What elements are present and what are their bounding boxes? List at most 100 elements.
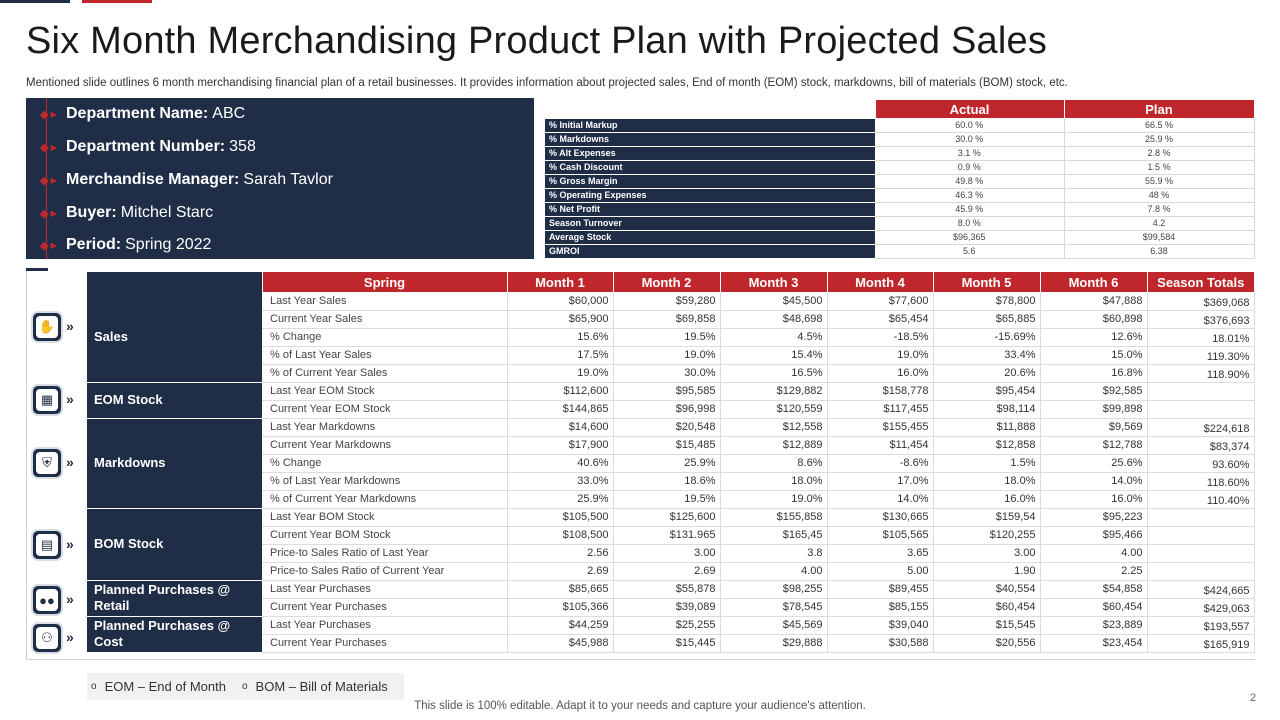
table-row: Current Year Purchases $45,988 $15,445 $29,… — [87, 634, 1255, 653]
month-value-cell: $95,454 — [933, 382, 1041, 401]
info-buyer: ◆► Buyer: Mitchel Starc — [40, 202, 213, 224]
coins-icon: ●● — [36, 589, 58, 611]
season-total-cell: 118.90% — [1147, 364, 1255, 383]
arrow-icon: ◆► — [40, 108, 60, 121]
ratio-label: % Cash Discount — [545, 160, 875, 175]
top-accent-bar-red — [82, 0, 152, 3]
month-value-cell: -18.5% — [827, 328, 934, 347]
ratio-row: % Gross Margin 49.8 % 55.9 % — [545, 174, 1255, 189]
ratio-label: % Markdowns — [545, 132, 875, 147]
table-row: % Change 40.6% 25.9% 8.6% -8.6% 1.5% 25.6% 93.6… — [87, 454, 1255, 473]
month-value-cell: 14.0% — [827, 490, 934, 509]
ratio-actual-value: 5.6 — [875, 244, 1065, 259]
month-value-cell: 30.0% — [613, 364, 721, 383]
ratio-header-actual: Actual — [874, 99, 1065, 119]
ratio-row: Average Stock $96,365 $99,584 — [545, 230, 1255, 245]
ratio-actual-value: 46.3 % — [875, 188, 1065, 203]
chevron-icon: » — [66, 454, 74, 470]
month-value-cell: 4.5% — [720, 328, 828, 347]
month-value-cell: 5.00 — [827, 562, 934, 581]
month-value-cell: 33.4% — [933, 346, 1041, 365]
row-label: Last Year Markdowns — [262, 418, 508, 437]
main-table-frame — [26, 270, 1255, 660]
purchases-retail-icon: ●● — [31, 584, 63, 616]
month-value-cell: 16.8% — [1040, 364, 1148, 383]
month-value-cell: 15.6% — [507, 328, 614, 347]
row-label: % of Last Year Sales — [262, 346, 508, 365]
info-merchandise-manager: ◆► Merchandise Manager: Sarah Tavlor — [40, 169, 333, 191]
table-row: EOM Stock Last Year EOM Stock $112,600 $95,… — [87, 382, 1255, 419]
month-value-cell: $12,788 — [1040, 436, 1148, 455]
ratio-row: Season Turnover 8.0 % 4.2 — [545, 216, 1255, 231]
ratio-plan-value: 55.9 % — [1064, 174, 1255, 189]
month-value-cell: $59,280 — [613, 292, 721, 311]
row-label: Price-to Sales Ratio of Current Year — [262, 562, 508, 581]
ratio-plan-value: 7.8 % — [1064, 202, 1255, 217]
ratio-label: Season Turnover — [545, 216, 875, 231]
ratio-plan-value: 6.38 — [1064, 244, 1255, 259]
ratio-label: Average Stock — [545, 230, 875, 245]
month-value-cell: $69,858 — [613, 310, 721, 329]
group-label: Planned Purchases @ Cost — [87, 616, 262, 653]
month-value-cell: 2.69 — [613, 562, 721, 581]
info-value: Mitchel Starc — [120, 204, 214, 221]
info-panel-line — [46, 98, 47, 259]
month-value-cell: $98,114 — [933, 400, 1041, 419]
ratio-actual-value: 0.9 % — [875, 160, 1065, 175]
month-value-cell: $78,800 — [933, 292, 1041, 311]
month-value-cell: $125,600 — [613, 508, 721, 527]
season-total-cell: 119.30% — [1147, 346, 1255, 365]
row-label: Last Year Sales — [262, 292, 508, 311]
month-value-cell: $14,600 — [507, 418, 614, 437]
season-total-cell: $165,919 — [1147, 634, 1255, 653]
ratio-row: % Operating Expenses 46.3 % 48 % — [545, 188, 1255, 203]
header-month-6: Month 6 — [1039, 272, 1147, 292]
document-icon: ▤ — [36, 534, 58, 556]
table-row: Price-to Sales Ratio of Current Year 2.69… — [87, 562, 1255, 581]
month-value-cell: 18.0% — [720, 472, 828, 491]
season-total-cell: $376,693 — [1147, 310, 1255, 329]
month-value-cell: $17,900 — [507, 436, 614, 455]
month-value-cell: $39,040 — [827, 616, 934, 635]
month-value-cell: $65,900 — [507, 310, 614, 329]
header-month-5: Month 5 — [932, 272, 1040, 292]
month-value-cell: $15,545 — [933, 616, 1041, 635]
row-label: Last Year EOM Stock — [262, 382, 508, 401]
info-label: Buyer: — [66, 204, 117, 221]
month-value-cell: 19.5% — [613, 328, 721, 347]
info-period: ◆► Period: Spring 2022 — [40, 234, 211, 256]
chevron-icon: » — [66, 536, 74, 552]
season-total-cell — [1147, 508, 1255, 527]
month-value-cell: $95,585 — [613, 382, 721, 401]
month-value-cell: $155,858 — [720, 508, 828, 527]
table-row: Current Year Purchases $105,366 $39,089 $78… — [87, 598, 1255, 617]
table-row: Markdowns Last Year Markdowns $14,600 $20,5… — [87, 418, 1255, 509]
month-value-cell: $108,500 — [507, 526, 614, 545]
season-total-cell: $224,618 — [1147, 418, 1255, 437]
month-value-cell: $47,888 — [1040, 292, 1148, 311]
month-value-cell: $45,988 — [507, 634, 614, 653]
page-title: Six Month Merchandising Product Plan wit… — [26, 20, 1048, 62]
row-label: % Change — [262, 328, 508, 347]
month-value-cell: $105,565 — [827, 526, 934, 545]
info-value: Sarah Tavlor — [243, 171, 333, 188]
month-value-cell: $144,865 — [507, 400, 614, 419]
ratio-actual-value: 45.9 % — [875, 202, 1065, 217]
purchases-cost-icon: ⚇ — [31, 622, 63, 654]
header-month-1: Month 1 — [506, 272, 613, 292]
table-row: Price-to Sales Ratio of Last Year 2.56 3.0… — [87, 544, 1255, 563]
ratio-row: % Net Profit 45.9 % 7.8 % — [545, 202, 1255, 217]
month-value-cell: $85,665 — [507, 580, 614, 599]
month-value-cell: 25.9% — [507, 490, 614, 509]
season-total-cell — [1147, 382, 1255, 401]
month-value-cell: 16.0% — [827, 364, 934, 383]
legend-eom: EOM – End of Month — [104, 679, 226, 694]
month-value-cell: $20,548 — [613, 418, 721, 437]
ratio-actual-value: 60.0 % — [875, 118, 1065, 133]
month-value-cell: $65,885 — [933, 310, 1041, 329]
info-value: 358 — [229, 138, 256, 155]
month-value-cell: $165,45 — [720, 526, 828, 545]
month-value-cell: $130,665 — [827, 508, 934, 527]
season-total-cell: $83,374 — [1147, 436, 1255, 455]
ratio-label: % Initial Markup — [545, 118, 875, 133]
